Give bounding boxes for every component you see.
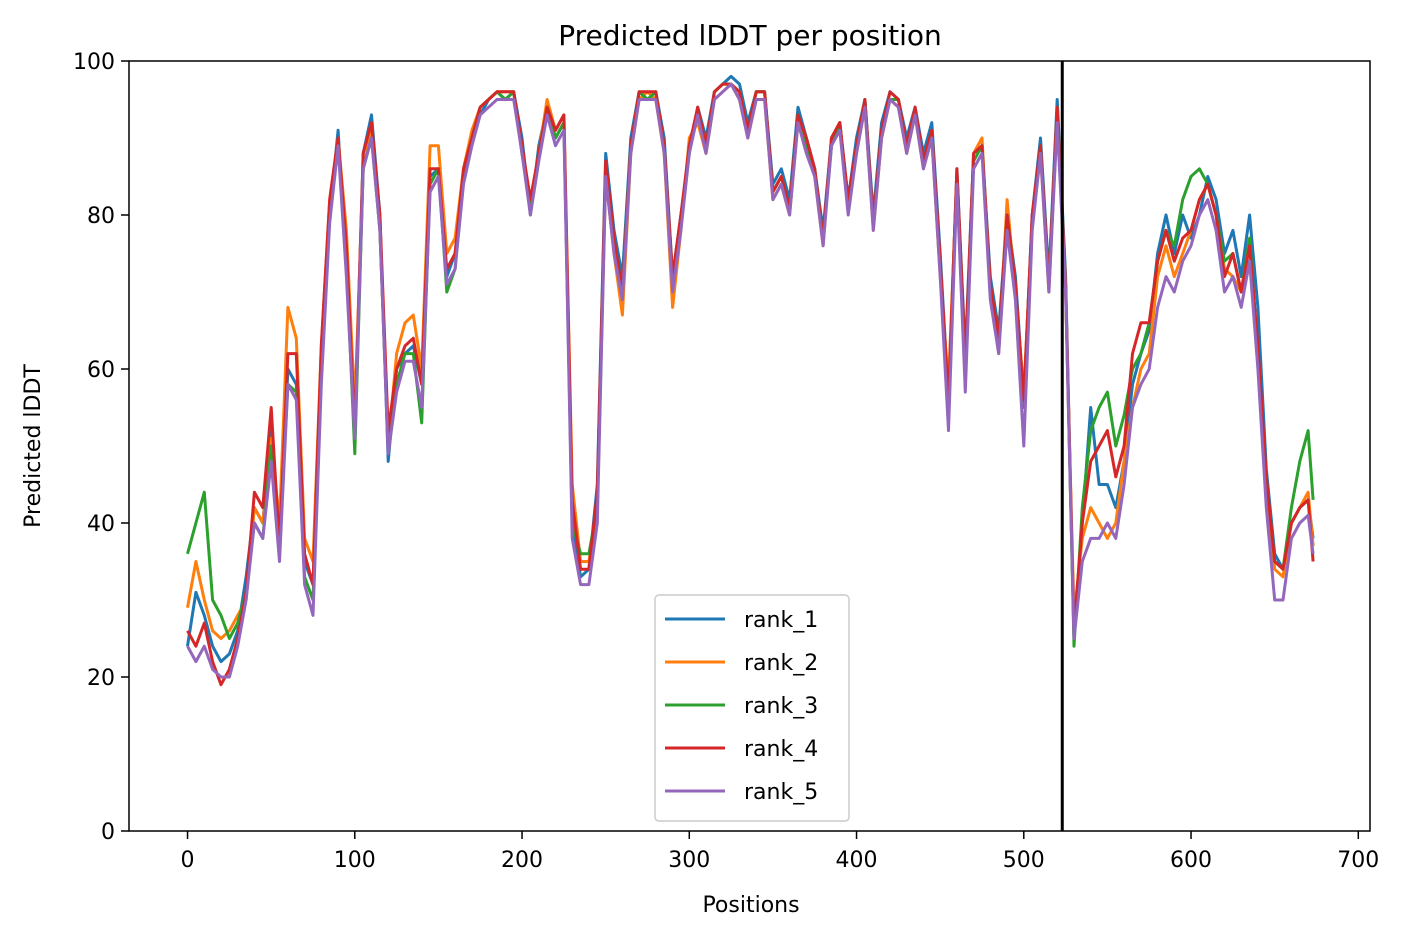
y-tick-label: 40 [87,512,115,537]
x-axis: 0 100 200 300 400 500 600 700 [181,831,1379,873]
y-tick-label: 60 [87,358,115,383]
x-tick-label: 200 [501,848,543,873]
legend-label-rank_1: rank_1 [744,608,818,633]
legend-label-rank_2: rank_2 [744,651,818,676]
y-tick-label: 0 [101,820,115,845]
y-tick-label: 100 [73,50,115,75]
x-tick-label: 500 [1003,848,1045,873]
x-tick-label: 300 [668,848,710,873]
plot-area [186,74,1315,687]
legend-box [654,594,850,822]
plot-frame [128,60,1371,832]
x-tick-label: 400 [836,848,878,873]
y-tick-label: 20 [87,666,115,691]
x-tick-label: 100 [334,848,376,873]
y-axis: 0 20 40 60 80 100 [73,50,129,845]
legend: rank_1 rank_2 rank_3 rank_4 rank_5 [654,594,850,822]
y-tick-label: 80 [87,204,115,229]
chart-title: Predicted lDDT per position [558,19,942,52]
legend-label-rank_3: rank_3 [744,694,818,719]
legend-label-rank_4: rank_4 [744,737,818,762]
y-axis-label: Predicted lDDT [21,364,46,528]
x-tick-label: 700 [1337,848,1379,873]
x-tick-label: 0 [181,848,195,873]
series-line-rank_5 [186,82,1315,679]
x-axis-label: Positions [702,893,799,918]
x-tick-label: 600 [1170,848,1212,873]
legend-label-rank_5: rank_5 [744,780,818,805]
